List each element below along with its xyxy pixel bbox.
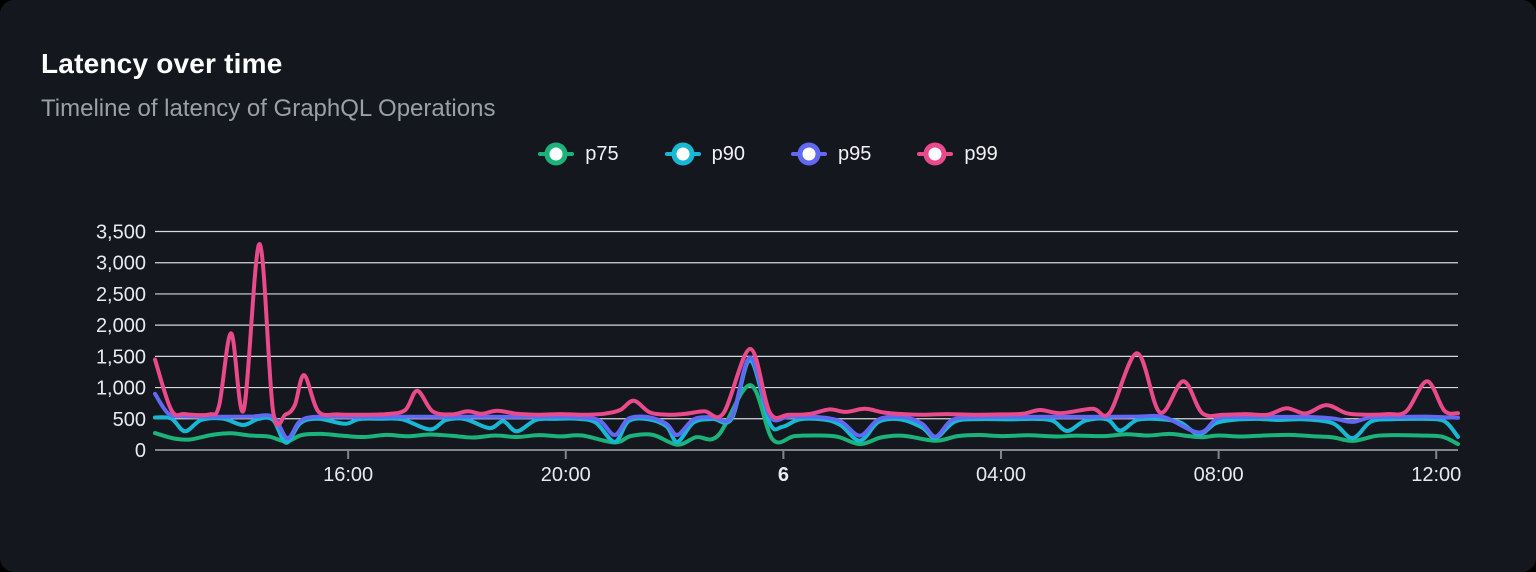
legend-label-p90: p90 xyxy=(711,142,745,165)
x-tick-label: 12:00 xyxy=(1411,464,1461,486)
legend-label-p75: p75 xyxy=(585,142,619,165)
legend-item-p90[interactable]: p90 xyxy=(664,142,745,166)
legend-item-p95[interactable]: p95 xyxy=(791,142,872,166)
chart-legend: p75 p90 p95 p99 xyxy=(0,137,1536,171)
x-tick-label: 08:00 xyxy=(1194,464,1244,486)
series-line-p99[interactable] xyxy=(153,241,1460,428)
page-subtitle: Timeline of latency of GraphQL Operation… xyxy=(41,95,496,122)
y-tick-label: 2,000 xyxy=(96,315,146,337)
page-title: Latency over time xyxy=(41,48,283,79)
x-tick-label: 20:00 xyxy=(541,464,591,486)
y-tick-label: 3,000 xyxy=(96,253,146,275)
y-tick-label: 3,500 xyxy=(96,222,146,244)
legend-item-p99[interactable]: p99 xyxy=(917,142,998,166)
x-tick-label: 04:00 xyxy=(976,464,1026,486)
y-tick-label: 1,000 xyxy=(96,378,146,400)
legend-item-p75[interactable]: p75 xyxy=(538,142,619,166)
series-line-p90[interactable] xyxy=(153,358,1460,445)
p95-series-marker-icon xyxy=(791,142,827,166)
series-line-p75[interactable] xyxy=(153,383,1460,447)
y-tick-label: 1,500 xyxy=(96,346,146,368)
p75-series-marker-icon xyxy=(538,142,575,166)
legend-label-p95: p95 xyxy=(838,142,872,165)
series-line-p95[interactable] xyxy=(153,355,1460,441)
y-tick-label: 0 xyxy=(135,440,146,462)
x-tick-label: 16:00 xyxy=(323,464,373,486)
y-tick-label: 2,500 xyxy=(96,284,146,306)
x-tick-label: 6 xyxy=(778,464,789,486)
p90-series-marker-icon xyxy=(664,142,701,166)
legend-label-p99: p99 xyxy=(964,142,998,165)
y-tick-label: 500 xyxy=(113,409,146,431)
p99-series-marker-icon xyxy=(917,142,954,166)
